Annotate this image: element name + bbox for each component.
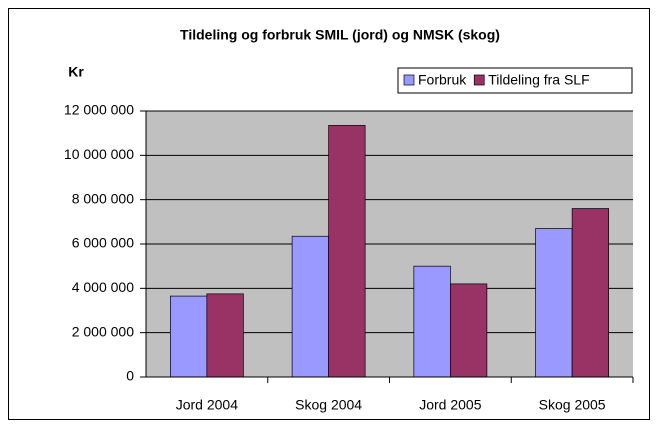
- bar: [291, 235, 329, 378]
- bar: [170, 295, 208, 378]
- y-tick-label: 10 000 000: [64, 146, 134, 162]
- bar: [571, 208, 610, 378]
- bar: [450, 283, 488, 378]
- legend-swatch: [403, 74, 415, 86]
- y-axis-label: Kr: [68, 64, 84, 80]
- bar: [206, 293, 244, 378]
- y-tick-label: 12 000 000: [64, 102, 134, 118]
- legend-swatch: [473, 74, 485, 86]
- bar: [328, 125, 366, 378]
- x-tick-label: Skog 2005: [539, 397, 606, 413]
- bar: [413, 265, 451, 378]
- x-tick-label: Jord 2004: [176, 397, 238, 413]
- legend-label: Forbruk: [418, 72, 467, 88]
- legend-label: Tildeling fra SLF: [488, 72, 589, 88]
- y-tick-label: 4 000 000: [72, 279, 134, 295]
- bar: [535, 228, 573, 378]
- x-tick-label: Jord 2005: [419, 397, 481, 413]
- y-tick-label: 0: [126, 368, 134, 384]
- y-tick-label: 8 000 000: [72, 190, 134, 206]
- legend-box: [397, 67, 633, 94]
- chart-title: Tildeling og forbruk SMIL (jord) og NMSK…: [180, 27, 500, 43]
- x-tick-label: Skog 2004: [295, 397, 362, 413]
- y-tick-label: 2 000 000: [72, 323, 134, 339]
- y-tick-label: 6 000 000: [72, 235, 134, 251]
